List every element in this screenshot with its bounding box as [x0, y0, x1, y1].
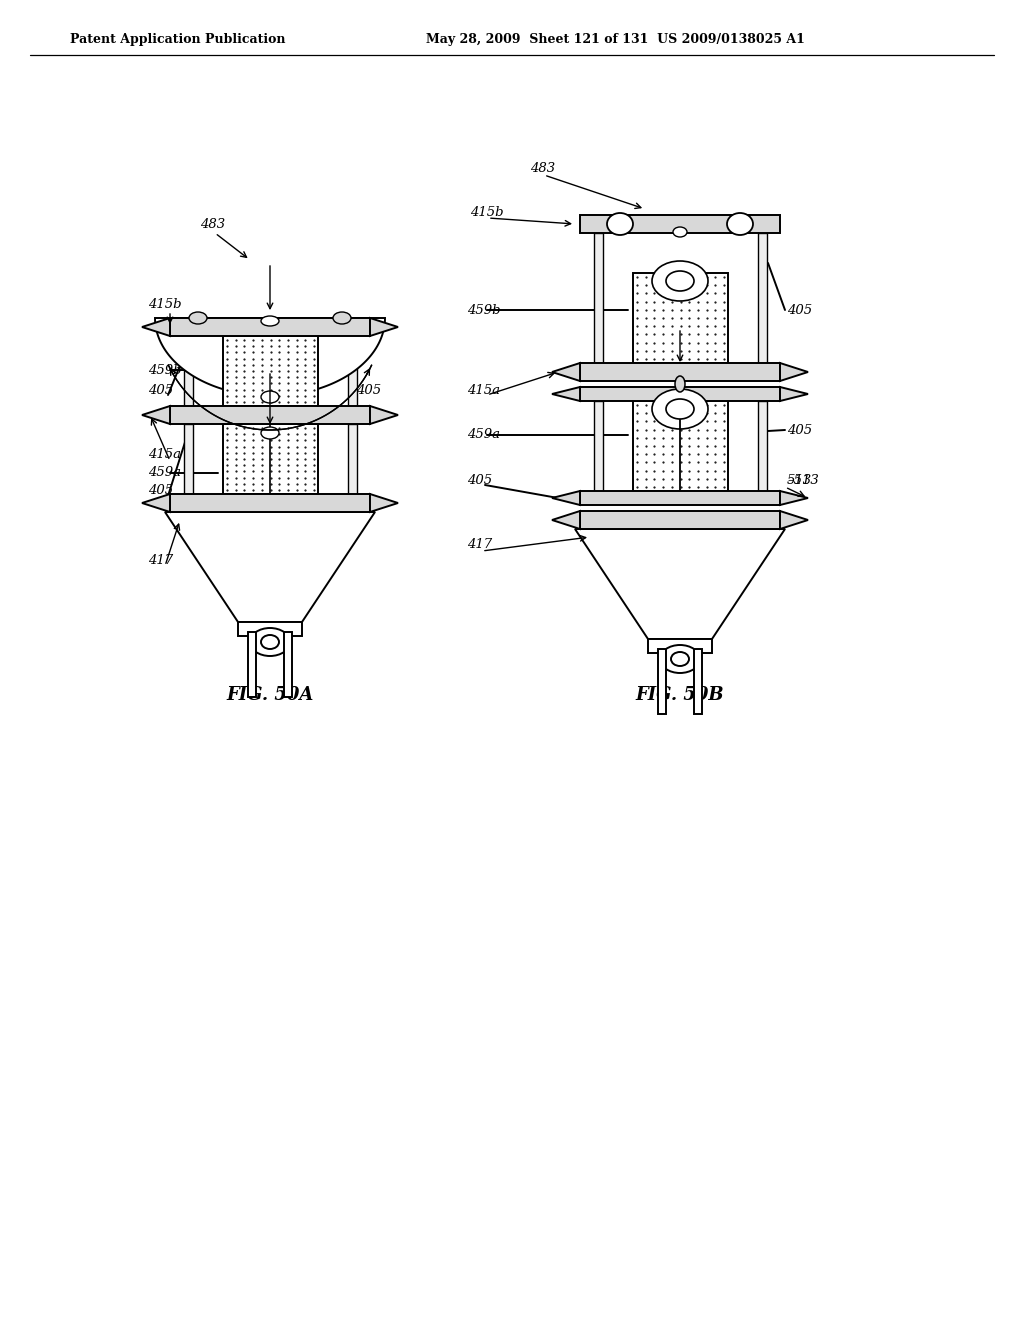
Text: –513: –513	[787, 474, 819, 487]
Polygon shape	[370, 494, 398, 512]
Bar	[184, 337, 193, 407]
Text: 415a: 415a	[467, 384, 500, 396]
Text: May 28, 2009  Sheet 121 of 131  US 2009/0138025 A1: May 28, 2009 Sheet 121 of 131 US 2009/01…	[426, 33, 805, 46]
Polygon shape	[780, 511, 808, 529]
Bar	[580, 511, 780, 529]
Bar	[348, 337, 357, 407]
Bar	[580, 215, 780, 234]
Text: 415a: 415a	[148, 449, 181, 462]
Bar	[594, 401, 603, 491]
Bar	[238, 622, 302, 636]
Text: 483: 483	[200, 219, 225, 231]
Ellipse shape	[660, 645, 700, 673]
Text: 459a: 459a	[148, 466, 181, 479]
Text: 415b: 415b	[470, 206, 504, 219]
Text: 415b: 415b	[148, 298, 181, 312]
Ellipse shape	[250, 628, 290, 656]
Ellipse shape	[652, 389, 708, 429]
Text: 405: 405	[787, 424, 812, 437]
Text: 459b: 459b	[148, 363, 181, 376]
Ellipse shape	[333, 312, 351, 323]
Polygon shape	[552, 511, 580, 529]
Polygon shape	[575, 529, 785, 639]
Bar	[633, 273, 728, 363]
Bar	[184, 424, 193, 494]
Polygon shape	[142, 318, 170, 337]
Ellipse shape	[666, 271, 694, 290]
Text: 405: 405	[148, 384, 173, 396]
Bar	[580, 491, 780, 506]
Bar	[658, 649, 666, 714]
Bar	[580, 387, 780, 401]
Bar	[758, 234, 767, 363]
Ellipse shape	[607, 213, 633, 235]
Text: 513: 513	[787, 474, 812, 487]
Text: 459b: 459b	[467, 304, 501, 317]
Bar	[348, 424, 357, 494]
Bar	[580, 363, 780, 381]
Bar	[284, 632, 292, 697]
Text: 405: 405	[356, 384, 381, 396]
Text: 405: 405	[787, 304, 812, 317]
Polygon shape	[370, 318, 398, 337]
Bar	[223, 424, 318, 494]
Bar	[170, 318, 370, 337]
Bar	[170, 494, 370, 512]
Ellipse shape	[261, 426, 279, 440]
Text: 417: 417	[148, 553, 173, 566]
Polygon shape	[780, 363, 808, 381]
Ellipse shape	[727, 213, 753, 235]
Polygon shape	[780, 491, 808, 506]
Text: Patent Application Publication: Patent Application Publication	[71, 33, 286, 46]
Polygon shape	[142, 407, 170, 424]
Ellipse shape	[673, 227, 687, 238]
Ellipse shape	[261, 635, 279, 649]
Bar	[758, 401, 767, 491]
Polygon shape	[552, 363, 580, 381]
Ellipse shape	[666, 399, 694, 418]
Ellipse shape	[652, 261, 708, 301]
Polygon shape	[165, 512, 375, 622]
Ellipse shape	[675, 376, 685, 392]
Bar	[170, 407, 370, 424]
Text: 405: 405	[148, 484, 173, 498]
Bar	[633, 401, 728, 491]
Polygon shape	[370, 407, 398, 424]
Polygon shape	[155, 318, 385, 396]
Bar	[248, 632, 256, 697]
Ellipse shape	[261, 315, 279, 326]
Text: FIG. 50B: FIG. 50B	[636, 686, 724, 704]
Text: 459a: 459a	[467, 429, 500, 441]
Text: 405: 405	[467, 474, 493, 487]
Bar	[694, 649, 702, 714]
Text: 417: 417	[467, 539, 493, 552]
Polygon shape	[780, 387, 808, 401]
Bar	[223, 337, 318, 407]
Text: FIG. 50A: FIG. 50A	[226, 686, 313, 704]
Bar	[648, 639, 712, 653]
Ellipse shape	[671, 652, 689, 667]
Polygon shape	[142, 494, 170, 512]
Polygon shape	[552, 491, 580, 506]
Ellipse shape	[189, 312, 207, 323]
Ellipse shape	[261, 391, 279, 403]
Text: 483: 483	[530, 161, 555, 174]
Bar	[594, 234, 603, 363]
Polygon shape	[552, 387, 580, 401]
